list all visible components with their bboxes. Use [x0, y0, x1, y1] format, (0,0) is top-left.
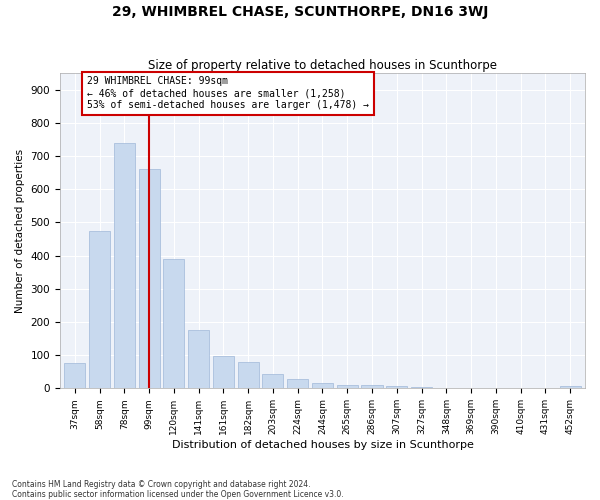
Bar — [114, 143, 135, 388]
Bar — [337, 385, 358, 388]
Bar — [64, 364, 85, 388]
Text: 29 WHIMBREL CHASE: 99sqm
← 46% of detached houses are smaller (1,258)
53% of sem: 29 WHIMBREL CHASE: 99sqm ← 46% of detach… — [87, 76, 369, 110]
Bar — [139, 170, 160, 388]
X-axis label: Distribution of detached houses by size in Scunthorpe: Distribution of detached houses by size … — [172, 440, 473, 450]
Text: Contains HM Land Registry data © Crown copyright and database right 2024.
Contai: Contains HM Land Registry data © Crown c… — [12, 480, 344, 499]
Y-axis label: Number of detached properties: Number of detached properties — [15, 148, 25, 313]
Text: 29, WHIMBREL CHASE, SCUNTHORPE, DN16 3WJ: 29, WHIMBREL CHASE, SCUNTHORPE, DN16 3WJ — [112, 5, 488, 19]
Bar — [163, 259, 184, 388]
Bar — [287, 380, 308, 388]
Bar — [411, 386, 432, 388]
Bar — [386, 386, 407, 388]
Bar — [238, 362, 259, 388]
Bar — [89, 231, 110, 388]
Bar — [213, 356, 234, 388]
Title: Size of property relative to detached houses in Scunthorpe: Size of property relative to detached ho… — [148, 59, 497, 72]
Bar — [361, 386, 383, 388]
Bar — [560, 386, 581, 388]
Bar — [262, 374, 283, 388]
Bar — [312, 384, 333, 388]
Bar — [188, 330, 209, 388]
